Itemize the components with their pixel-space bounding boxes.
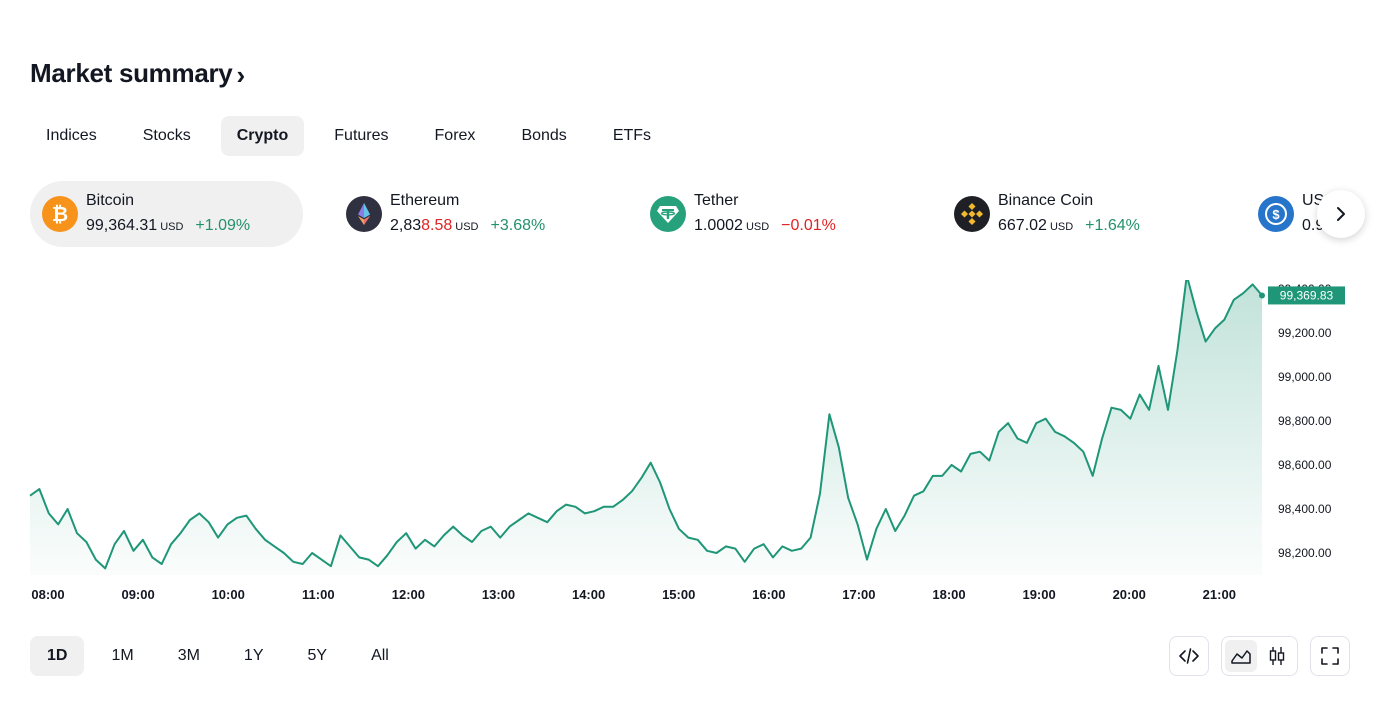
ethereum-icon — [346, 196, 382, 232]
tab-indices[interactable]: Indices — [46, 127, 97, 144]
ticker-price: 99,364.31 — [86, 216, 158, 234]
chart-last-point — [1259, 292, 1265, 299]
range-1m[interactable]: 1M — [111, 647, 134, 664]
ticker-price: 1.0002 — [694, 216, 743, 234]
ticker-tether[interactable]: Tether 1.0002 USD −0.01% — [638, 181, 918, 247]
fullscreen-button[interactable] — [1310, 636, 1350, 676]
page-title: Market summary — [30, 58, 233, 88]
y-tick-label: 99,200.00 — [1278, 326, 1332, 340]
last-value-badge — [1268, 286, 1345, 305]
x-tick-label: 18:00 — [932, 587, 965, 602]
x-tick-label: 17:00 — [842, 587, 875, 602]
svg-text:$: $ — [1272, 207, 1280, 222]
range-tabs: 1D 1M 3M 1Y 5Y All — [30, 636, 416, 676]
ticker-strip: ₿ Bitcoin 99,364.31 USD +1.09% Ethereum … — [30, 181, 1335, 247]
x-tick-label: 10:00 — [212, 587, 245, 602]
area-chart-button[interactable] — [1225, 640, 1257, 672]
next-tickers-button[interactable] — [1317, 190, 1365, 238]
ticker-name: Binance Coin — [998, 191, 1094, 209]
chevron-right-icon — [1337, 207, 1345, 221]
range-5y[interactable]: 5Y — [307, 647, 328, 664]
ticker-change: −0.01% — [781, 216, 836, 234]
candlestick-icon — [1269, 647, 1285, 665]
range-1d[interactable]: 1D — [30, 636, 85, 676]
binance-icon — [954, 196, 990, 232]
tab-forex[interactable]: Forex — [434, 127, 476, 144]
y-tick-label: 98,600.00 — [1278, 458, 1332, 472]
ticker-change: +1.64% — [1085, 216, 1140, 234]
x-tick-label: 11:00 — [302, 587, 335, 602]
category-tabs: Indices Stocks Crypto Futures Forex Bond… — [30, 116, 681, 156]
tab-stocks[interactable]: Stocks — [142, 127, 191, 144]
x-tick-label: 21:00 — [1203, 587, 1236, 602]
tab-bonds[interactable]: Bonds — [521, 127, 567, 144]
range-all[interactable]: All — [371, 647, 389, 664]
ticker-change: +1.09% — [195, 216, 251, 234]
x-tick-label: 16:00 — [752, 587, 785, 602]
ticker-name: Bitcoin — [86, 191, 135, 209]
ticker-currency: USD — [745, 220, 770, 233]
y-tick-label: 98,400.00 — [1278, 502, 1332, 516]
market-summary-link[interactable]: Market summary › — [30, 58, 245, 89]
x-tick-label: 19:00 — [1022, 587, 1055, 602]
chevron-right-icon: › — [236, 59, 246, 90]
range-1y[interactable]: 1Y — [243, 647, 264, 664]
ticker-bitcoin[interactable]: ₿ Bitcoin 99,364.31 USD +1.09% — [30, 181, 303, 247]
x-tick-label: 14:00 — [572, 587, 605, 602]
ticker-currency: USD — [160, 220, 184, 233]
chart-type-toggle — [1221, 636, 1298, 676]
price-chart[interactable]: 98,200.00 98,400.00 98,600.00 98,800.00 99,0… — [0, 274, 1385, 610]
ticker-binance-coin[interactable]: Binance Coin 667.02 USD +1.64% — [942, 181, 1232, 247]
ticker-currency: USD — [1049, 220, 1074, 233]
tab-crypto[interactable]: Crypto — [220, 116, 305, 156]
ticker-ethereum[interactable]: Ethereum 2,838.58 USD +3.68% — [334, 181, 614, 247]
x-tick-label: 12:00 — [392, 587, 425, 602]
embed-button[interactable] — [1169, 636, 1209, 676]
range-3m[interactable]: 3M — [177, 647, 200, 664]
ticker-change: +3.68% — [490, 216, 546, 234]
x-tick-label: 13:00 — [482, 587, 515, 602]
y-tick-label: 99,000.00 — [1278, 370, 1332, 384]
x-tick-label: 15:00 — [662, 587, 695, 602]
tab-futures[interactable]: Futures — [334, 127, 389, 144]
area-chart-icon — [1231, 650, 1251, 664]
chart-area-fill — [30, 275, 1262, 575]
tether-icon — [650, 196, 686, 232]
last-value-label: 99,369.83 — [1280, 288, 1334, 302]
y-tick-label: 98,200.00 — [1278, 546, 1332, 560]
price-chart-svg: 98,200.00 98,400.00 98,600.00 98,800.00 99,0… — [29, 274, 1345, 602]
y-tick-label: 98,800.00 — [1278, 414, 1332, 428]
fullscreen-icon — [1321, 647, 1339, 665]
usdc-icon: $ — [1258, 196, 1294, 232]
x-tick-label: 09:00 — [121, 587, 154, 602]
x-tick-label: 20:00 — [1113, 587, 1146, 602]
tab-etfs[interactable]: ETFs — [612, 127, 652, 144]
ticker-name: Ethereum — [390, 191, 460, 209]
ticker-price: 667.02 — [998, 216, 1047, 234]
x-tick-label: 08:00 — [31, 587, 64, 602]
code-icon — [1179, 648, 1199, 664]
ticker-name: Tether — [694, 191, 739, 209]
ticker-price: 2,838.58 — [390, 216, 453, 234]
candlestick-chart-button[interactable] — [1261, 640, 1293, 672]
svg-text:₿: ₿ — [52, 204, 68, 226]
bitcoin-icon: ₿ — [42, 196, 78, 232]
ticker-currency: USD — [455, 220, 479, 233]
chart-series-line — [29, 274, 1263, 570]
